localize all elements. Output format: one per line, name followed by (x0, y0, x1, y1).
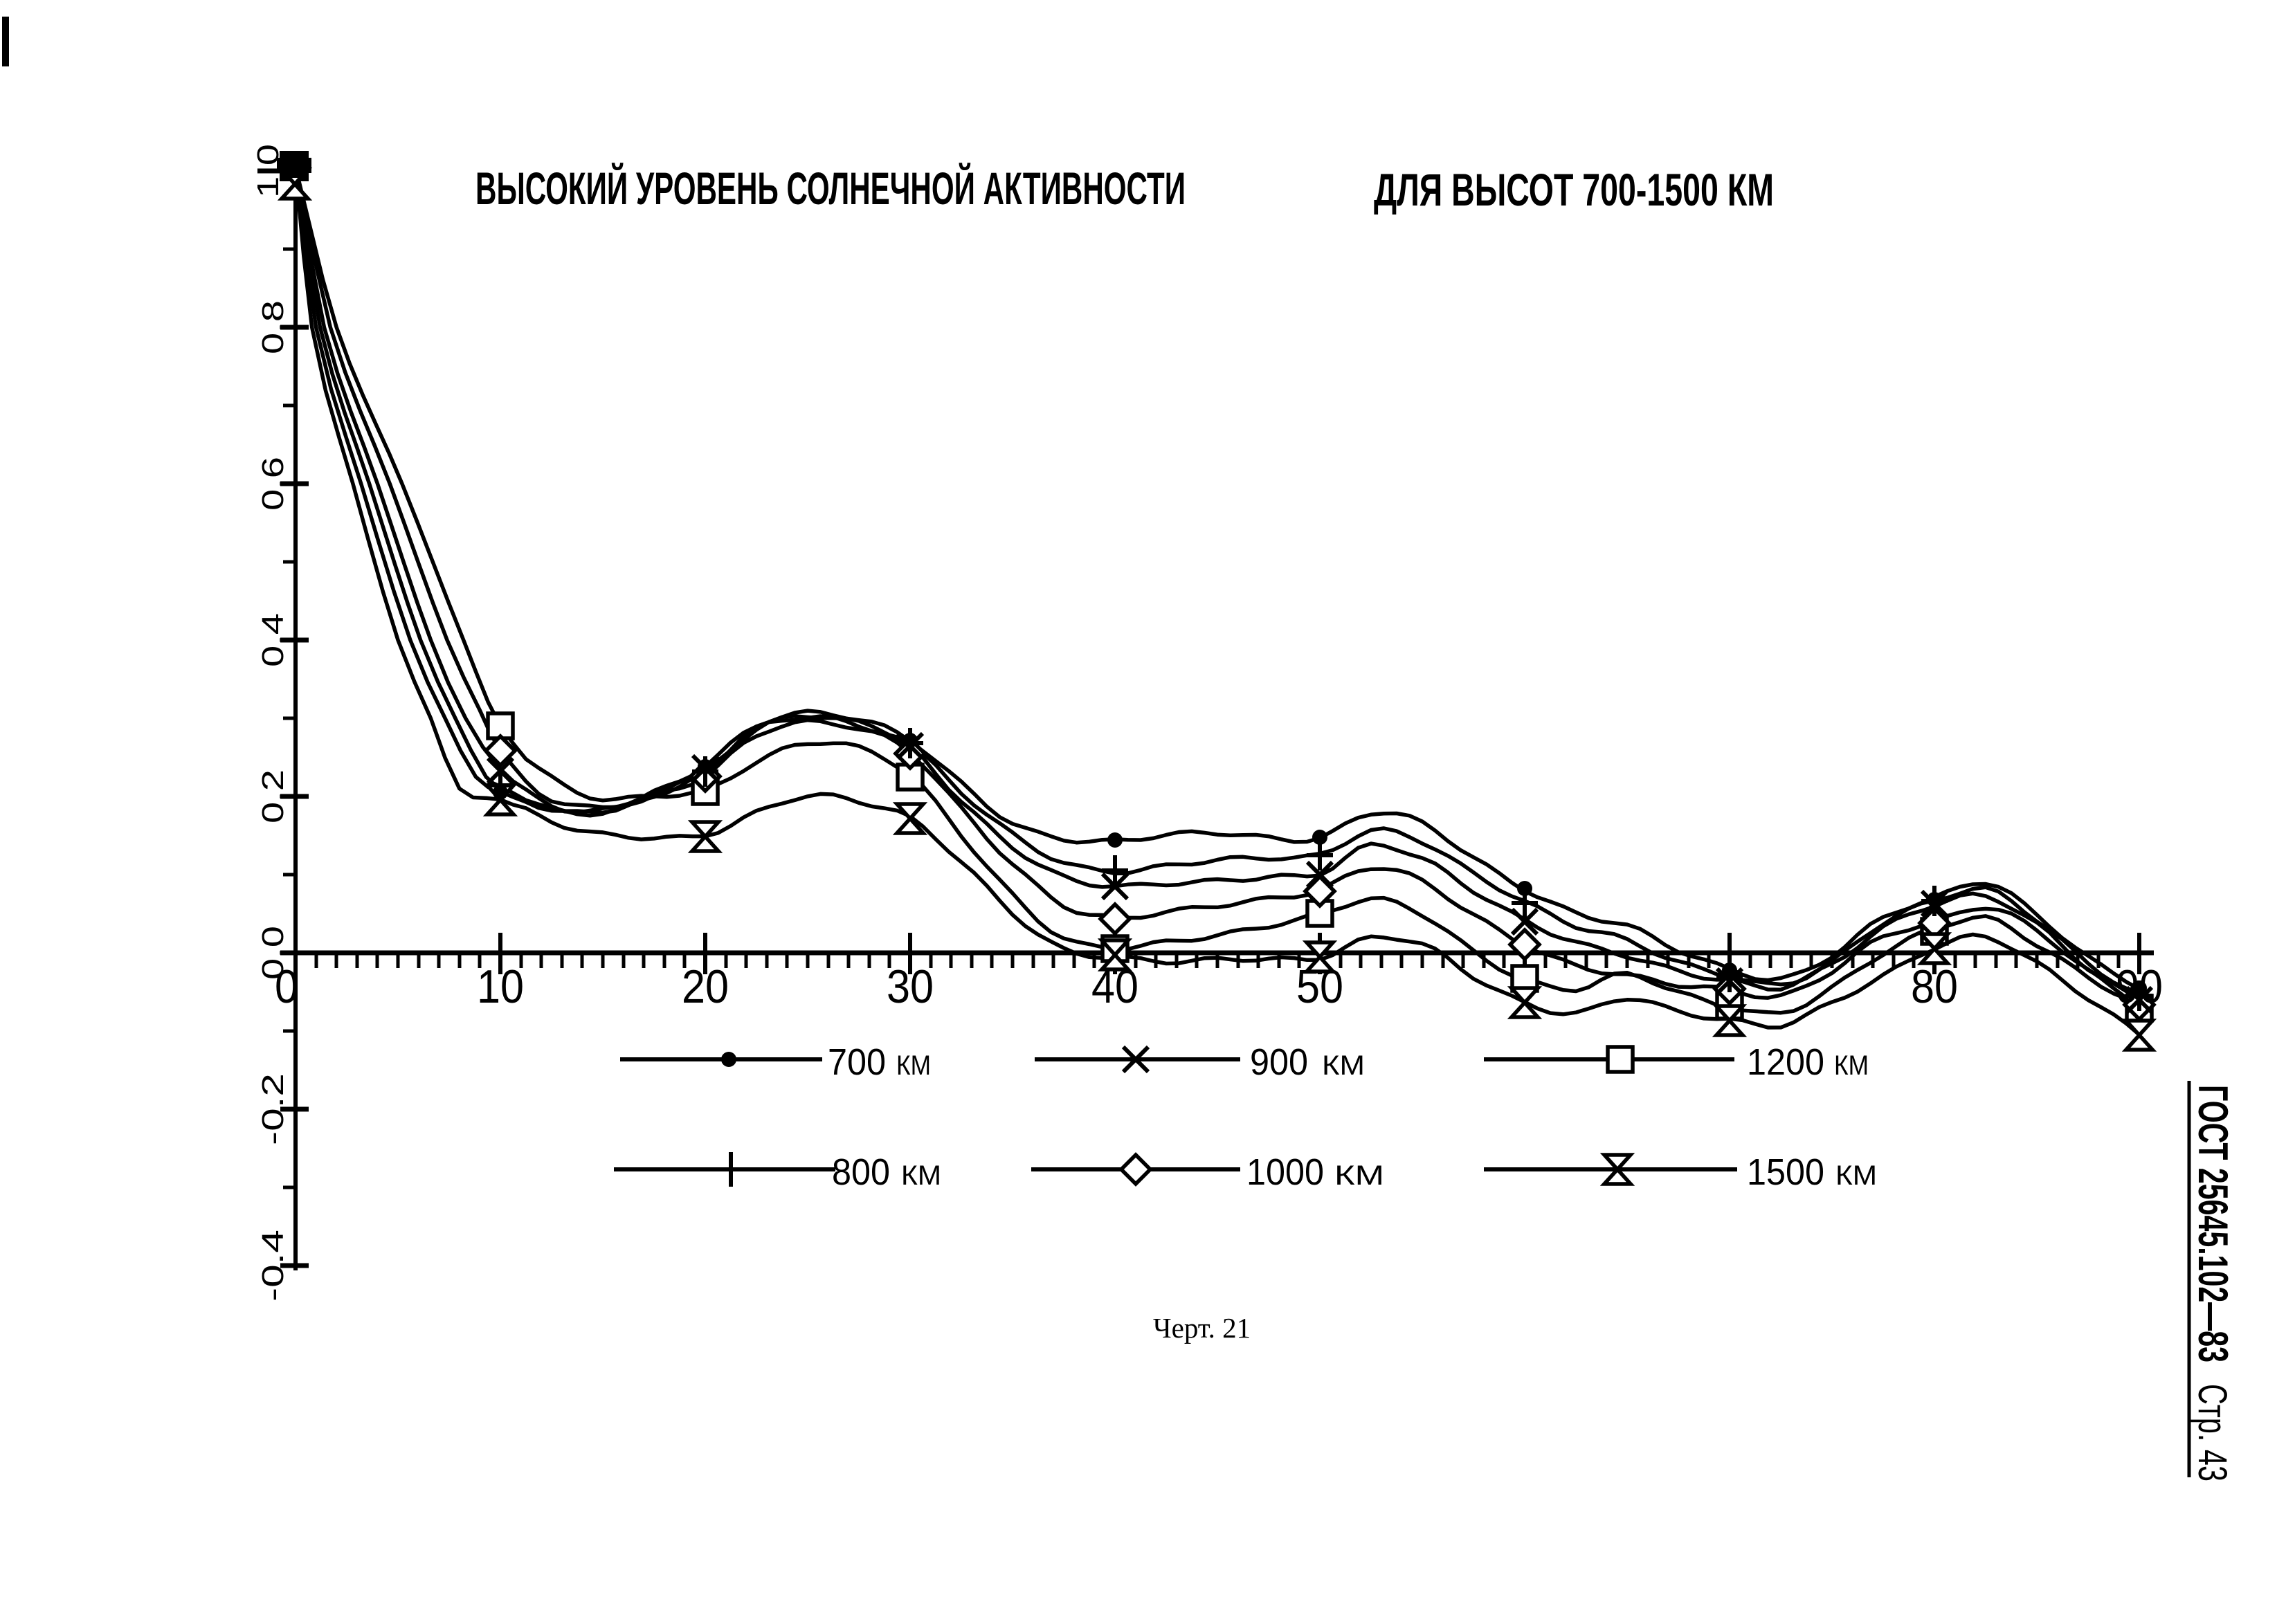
svg-text:ГОСТ 25645.102—83: ГОСТ 25645.102—83 (2190, 1085, 2236, 1362)
svg-text:1.0: 1.0 (251, 144, 285, 198)
svg-text:0.6: 0.6 (256, 457, 290, 511)
svg-text:0.0: 0.0 (256, 926, 290, 980)
svg-text:800: 800 (832, 1151, 890, 1193)
svg-text:1200: 1200 (1747, 1041, 1824, 1083)
svg-text:700: 700 (828, 1041, 886, 1083)
svg-text:КМ: КМ (1834, 1050, 1869, 1081)
svg-text:Черт. 21: Черт. 21 (1153, 1312, 1251, 1344)
svg-text:КМ: КМ (1334, 1160, 1384, 1191)
svg-text:90: 90 (2116, 960, 2163, 1013)
svg-text:-0.4: -0.4 (256, 1230, 290, 1302)
svg-text:КМ: КМ (901, 1160, 941, 1191)
svg-text:900: 900 (1250, 1041, 1308, 1083)
svg-text:-0.2: -0.2 (256, 1073, 290, 1145)
svg-text:40: 40 (1091, 960, 1139, 1013)
svg-text:1000: 1000 (1246, 1151, 1324, 1193)
svg-text:Стр. 43: Стр. 43 (2190, 1384, 2235, 1481)
svg-text:КМ: КМ (1322, 1050, 1365, 1081)
svg-text:1500: 1500 (1747, 1151, 1824, 1193)
svg-text:КМ: КМ (1835, 1160, 1877, 1191)
svg-text:ДЛЯ ВЫСОТ 700-1500 КМ: ДЛЯ ВЫСОТ 700-1500 КМ (1374, 164, 1774, 215)
svg-text:80: 80 (1911, 960, 1958, 1013)
svg-text:50: 50 (1296, 960, 1343, 1013)
svg-text:0.8: 0.8 (256, 300, 290, 354)
svg-text:0.4: 0.4 (256, 613, 290, 667)
svg-text:30: 30 (887, 960, 934, 1013)
svg-text:КМ: КМ (896, 1050, 931, 1081)
svg-text:ВЫСОКИЙ УРОВЕНЬ СОЛНЕЧНОЙ АКТИ: ВЫСОКИЙ УРОВЕНЬ СОЛНЕЧНОЙ АКТИВНОСТИ (475, 162, 1186, 214)
svg-text:20: 20 (682, 960, 729, 1013)
svg-text:0.2: 0.2 (256, 769, 290, 823)
svg-text:10: 10 (477, 960, 524, 1013)
svg-text:0: 0 (275, 960, 298, 1013)
